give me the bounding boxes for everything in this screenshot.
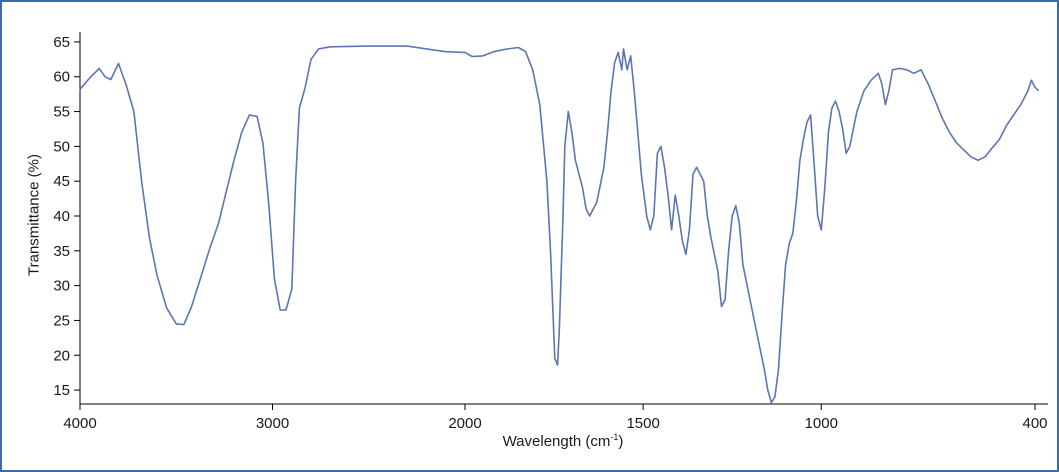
y-tick-label: 30 [53,278,70,295]
y-axis-label: Transmittance (%) [25,154,43,276]
y-tick-label: 45 [53,173,70,190]
y-tick-label: 20 [53,347,70,364]
x-tick-label: 1500 [626,415,659,432]
y-tick-label: 25 [53,312,70,329]
x-tick-label: 1000 [805,415,838,432]
x-axis-unit-exponent: -1 [610,432,619,442]
x-axis-ticks: 4000 3000 2000 1500 1000 400 [63,404,1048,432]
x-tick-label: 2000 [448,415,481,432]
x-axis-label: Wavelength (cm-1) [502,432,624,450]
x-axis-label-text: Wavelength [502,433,582,450]
y-tick-label: 50 [53,138,70,155]
y-tick-label: 15 [53,382,70,399]
y-tick-label: 35 [53,243,70,260]
y-tick-label: 65 [53,34,70,51]
y-tick-label: 55 [53,104,70,121]
x-axis-unit-base: cm [590,433,611,450]
x-tick-label: 4000 [63,415,96,432]
y-axis-ticks: 15 20 25 30 35 40 45 50 55 60 65 [53,34,80,399]
y-tick-label: 60 [53,69,70,86]
x-tick-label: 400 [1022,415,1047,432]
transmittance-series-line [79,45,1040,404]
x-tick-label: 3000 [256,415,289,432]
y-tick-label: 40 [53,208,70,225]
